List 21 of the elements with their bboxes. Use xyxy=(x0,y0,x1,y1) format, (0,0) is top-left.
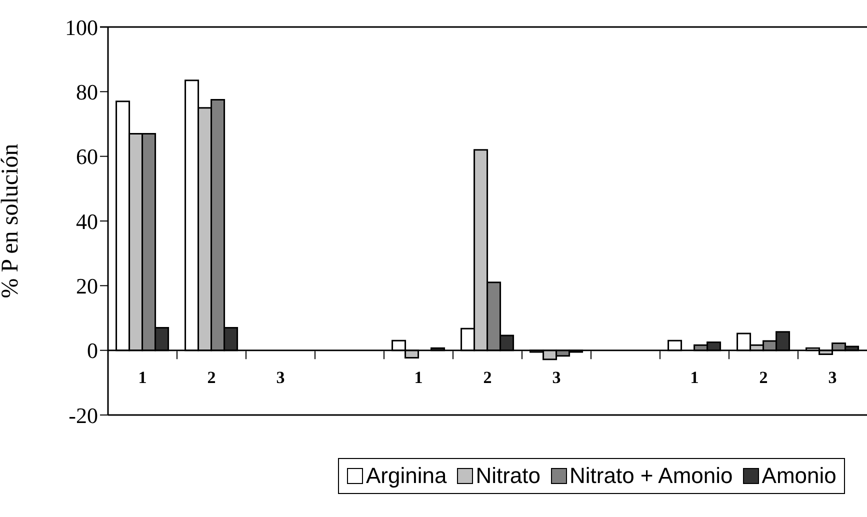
x-tick-label: 3 xyxy=(552,368,561,388)
legend-label: Nitrato + Amonio xyxy=(568,463,733,489)
x-tick-label: 2 xyxy=(759,368,768,388)
x-tick-label: 3 xyxy=(276,368,285,388)
x-tick-label: 2 xyxy=(207,368,216,388)
y-tick-label: 60 xyxy=(76,144,98,170)
x-tick-label: 2 xyxy=(483,368,492,388)
y-tick-label: 20 xyxy=(76,273,98,298)
x-tick-label: 1 xyxy=(138,368,147,388)
y-tick-label: 40 xyxy=(76,208,98,234)
x-tick-label: 1 xyxy=(414,368,423,388)
y-tick-label: 0 xyxy=(87,338,98,364)
x-tick-label: 1 xyxy=(690,368,699,388)
y-tick-label: 80 xyxy=(76,79,98,104)
legend-label: Amonio xyxy=(760,463,836,489)
legend-label: Nitrato xyxy=(474,463,541,489)
y-tick-label: -20 xyxy=(68,402,98,428)
y-tick-label: 100 xyxy=(65,14,98,40)
x-tick-label: 3 xyxy=(828,368,837,388)
legend-label: Arginina xyxy=(365,463,447,489)
y-axis-title: % P en solución xyxy=(0,144,24,298)
